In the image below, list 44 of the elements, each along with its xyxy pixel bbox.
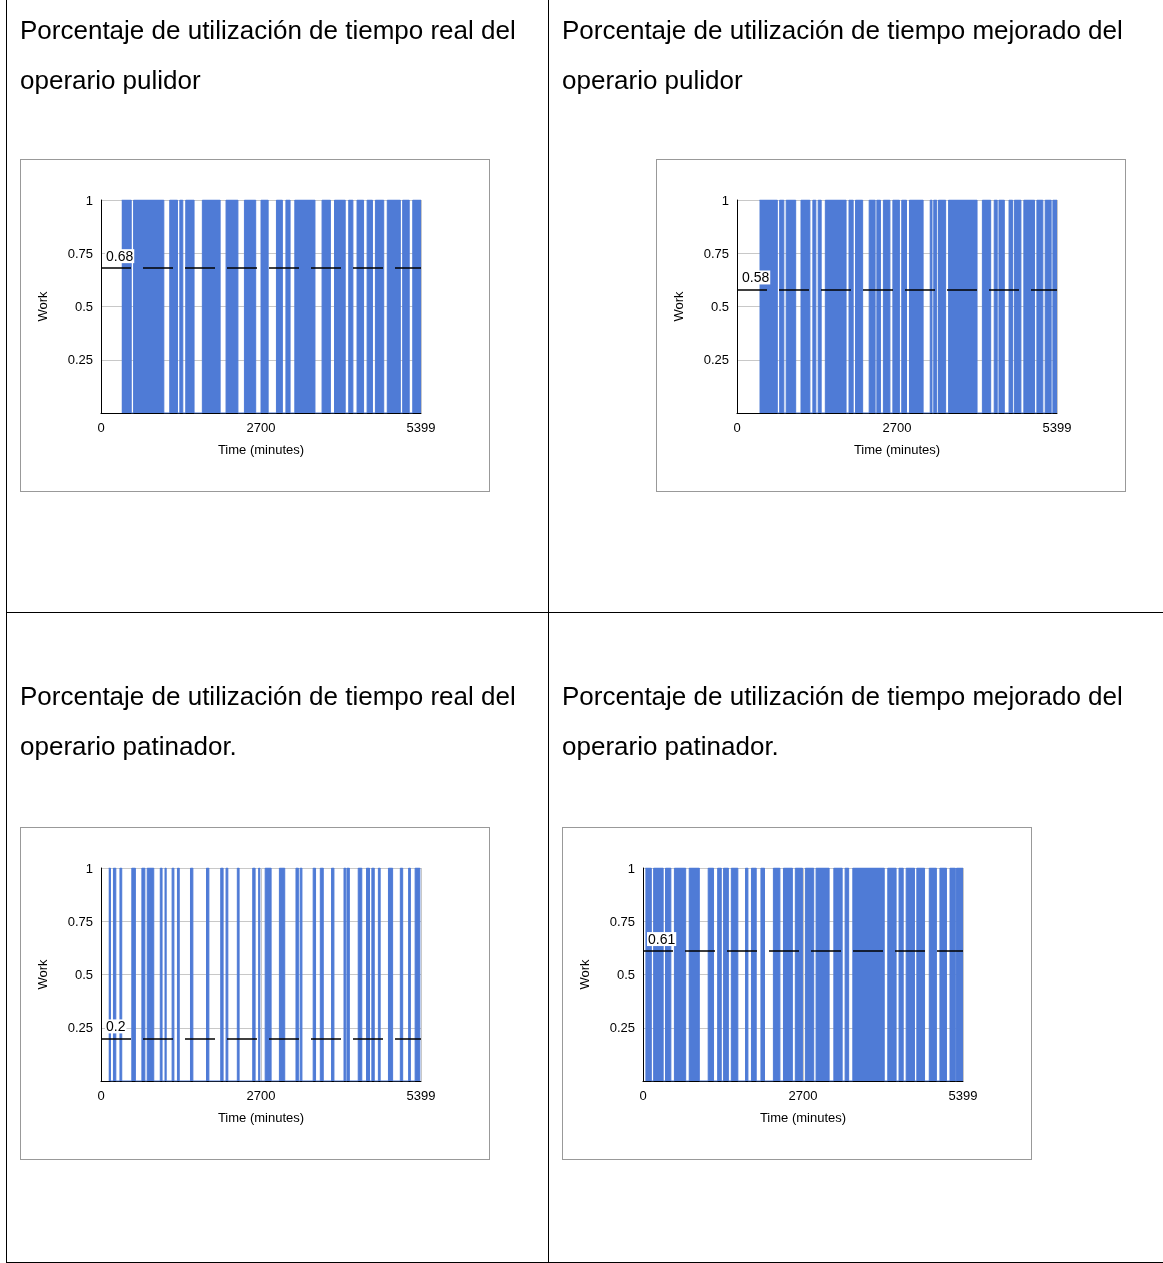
y-tick-label: 1 xyxy=(627,860,635,876)
ref-line-label: 0.58 xyxy=(742,269,770,286)
x-tick-label: 2700 xyxy=(882,420,912,435)
y-tick-label: 0.5 xyxy=(74,967,93,982)
x-axis-title: Time (minutes) xyxy=(853,442,941,457)
x-tick-label: 2700 xyxy=(246,420,276,435)
x-tick-label: 0 xyxy=(733,420,741,435)
y-axis-title: Work xyxy=(35,958,50,990)
y-tick-label: 0.5 xyxy=(74,299,93,314)
x-axis-title: Time (minutes) xyxy=(759,1110,847,1125)
x-tick-label: 2700 xyxy=(788,1088,818,1103)
x-tick-label: 5399 xyxy=(948,1088,978,1103)
y-tick-label: 0.5 xyxy=(616,967,635,982)
y-tick-label: 0.75 xyxy=(703,245,729,261)
y-tick-label: 0.75 xyxy=(609,913,635,929)
ref-line-label: 0.2 xyxy=(106,1018,126,1035)
x-tick-label: 0 xyxy=(97,1088,105,1103)
y-tick-label: 0.75 xyxy=(67,913,93,929)
y-tick-label: 0.5 xyxy=(710,299,729,314)
x-tick-label: 5399 xyxy=(406,420,436,435)
y-tick-label: 0.25 xyxy=(609,1020,635,1036)
y-tick-label: 0.25 xyxy=(703,352,729,368)
x-tick-label: 0 xyxy=(97,420,105,435)
y-tick-label: 0.25 xyxy=(67,352,93,368)
x-tick-label: 2700 xyxy=(246,1088,276,1103)
ref-line-label: 0.68 xyxy=(106,248,134,265)
y-tick-label: 1 xyxy=(721,192,729,208)
y-axis-title: Work xyxy=(35,290,50,322)
y-tick-label: 1 xyxy=(85,860,93,876)
x-axis-title: Time (minutes) xyxy=(217,442,305,457)
chart-title: Porcentaje de utilización de tiempo mejorado del operario pulidor xyxy=(562,14,1124,97)
y-axis-title: Work xyxy=(671,290,686,322)
chart-title: Porcentaje de utilización de tiempo mejorado del operario patinador. xyxy=(562,680,1124,763)
x-axis-title: Time (minutes) xyxy=(217,1110,305,1125)
chart-title: Porcentaje de utilización de tiempo real del operario patinador. xyxy=(20,680,517,763)
x-tick-label: 5399 xyxy=(406,1088,436,1103)
y-axis-title: Work xyxy=(577,958,592,990)
x-tick-label: 5399 xyxy=(1042,420,1072,435)
y-tick-label: 1 xyxy=(85,192,93,208)
y-tick-label: 0.25 xyxy=(67,1020,93,1036)
chart-title: Porcentaje de utilización de tiempo real del operario pulidor xyxy=(20,14,517,97)
x-tick-label: 0 xyxy=(639,1088,647,1103)
y-tick-label: 0.75 xyxy=(67,245,93,261)
ref-line-label: 0.61 xyxy=(648,931,676,948)
